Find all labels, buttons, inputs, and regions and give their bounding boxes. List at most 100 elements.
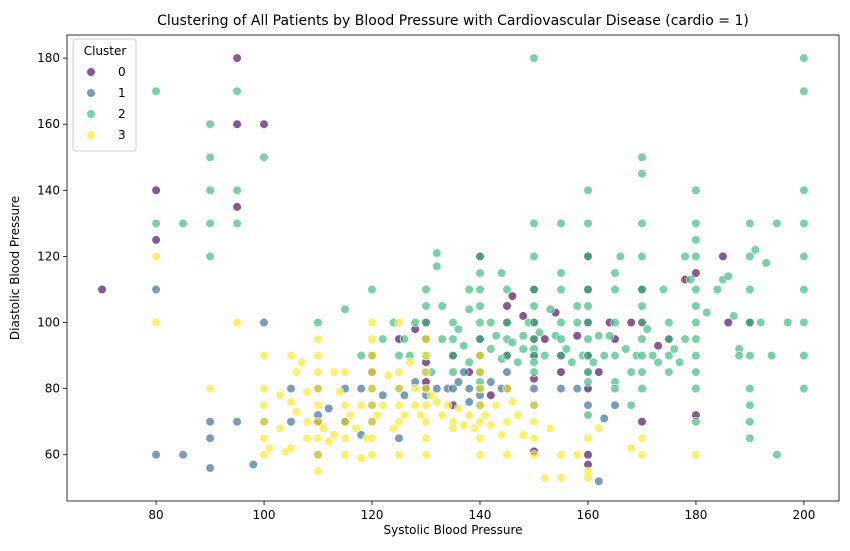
data-point-cluster-3 — [507, 397, 518, 407]
data-point-cluster-0 — [151, 235, 161, 245]
data-point-cluster-2 — [448, 317, 458, 328]
data-point-cluster-2 — [529, 334, 539, 344]
data-point-cluster-2 — [637, 218, 647, 228]
data-point-cluster-2 — [205, 218, 215, 228]
data-point-cluster-3 — [540, 473, 550, 483]
data-point-cluster-1 — [286, 384, 296, 394]
data-point-cluster-3 — [448, 423, 458, 433]
data-point-cluster-2 — [583, 251, 593, 261]
data-point-cluster-2 — [448, 367, 458, 377]
data-point-cluster-2 — [556, 334, 566, 344]
data-point-cluster-1 — [151, 284, 161, 295]
data-point-cluster-3 — [394, 384, 404, 394]
x-tick-label: 120 — [361, 508, 384, 522]
data-point-cluster-3 — [335, 387, 345, 397]
data-point-cluster-2 — [675, 357, 685, 367]
data-point-cluster-2 — [340, 304, 350, 314]
data-point-cluster-2 — [232, 218, 242, 228]
data-point-cluster-3 — [405, 357, 415, 367]
data-point-cluster-2 — [432, 261, 442, 271]
data-point-cluster-2 — [610, 317, 620, 328]
data-point-cluster-2 — [556, 317, 566, 328]
data-point-cluster-2 — [626, 400, 636, 410]
legend-marker-cluster-1 — [86, 88, 96, 98]
data-point-cluster-1 — [178, 450, 188, 460]
data-point-cluster-2 — [583, 218, 593, 228]
data-point-cluster-3 — [275, 390, 285, 400]
data-point-cluster-2 — [691, 384, 701, 394]
data-point-cluster-2 — [529, 218, 539, 228]
data-point-cluster-2 — [604, 331, 615, 341]
data-point-cluster-1 — [356, 384, 366, 394]
data-point-cluster-2 — [680, 334, 690, 344]
data-point-cluster-2 — [583, 317, 593, 328]
data-point-cluster-3 — [513, 410, 523, 420]
data-point-cluster-2 — [475, 334, 485, 344]
data-point-cluster-2 — [205, 119, 215, 129]
data-point-cluster-3 — [329, 367, 339, 377]
data-point-cluster-2 — [529, 251, 539, 261]
data-point-cluster-2 — [502, 317, 512, 328]
data-point-cluster-0 — [540, 334, 550, 344]
data-point-cluster-3 — [313, 334, 323, 344]
data-point-cluster-3 — [286, 351, 296, 361]
data-point-cluster-3 — [205, 384, 215, 394]
data-point-cluster-2 — [421, 301, 431, 311]
data-point-cluster-2 — [799, 351, 809, 361]
data-point-cluster-3 — [421, 417, 431, 427]
data-point-cluster-3 — [340, 450, 350, 460]
data-point-cluster-2 — [685, 275, 696, 285]
data-point-cluster-1 — [324, 403, 334, 414]
data-point-cluster-3 — [475, 384, 485, 394]
data-point-cluster-2 — [723, 271, 733, 281]
points-layer — [97, 53, 809, 486]
data-point-cluster-1 — [205, 463, 215, 473]
data-point-cluster-3 — [594, 423, 604, 433]
data-point-cluster-3 — [259, 433, 269, 443]
data-point-cluster-2 — [459, 341, 469, 351]
data-point-cluster-1 — [529, 384, 539, 394]
data-point-cluster-3 — [421, 334, 431, 344]
data-point-cluster-2 — [637, 251, 647, 261]
data-point-cluster-0 — [626, 317, 636, 328]
data-point-cluster-2 — [448, 334, 458, 344]
data-point-cluster-0 — [653, 341, 663, 351]
data-point-cluster-2 — [691, 301, 701, 311]
data-point-cluster-2 — [556, 268, 566, 278]
data-point-cluster-3 — [421, 450, 431, 460]
data-point-cluster-1 — [432, 384, 442, 394]
data-point-cluster-2 — [599, 351, 609, 361]
legend-label-cluster-2: 2 — [118, 107, 126, 121]
data-point-cluster-2 — [799, 384, 809, 394]
data-point-cluster-2 — [691, 334, 701, 344]
data-point-cluster-3 — [583, 433, 593, 443]
data-point-cluster-2 — [367, 284, 377, 295]
data-point-cluster-2 — [437, 334, 447, 344]
data-point-cluster-2 — [583, 367, 593, 377]
data-point-cluster-3 — [421, 433, 431, 443]
data-point-cluster-2 — [799, 185, 809, 195]
data-point-cluster-2 — [313, 317, 323, 328]
data-point-cluster-2 — [556, 284, 566, 295]
data-point-cluster-2 — [475, 251, 485, 261]
data-point-cluster-2 — [394, 351, 404, 361]
data-point-cluster-0 — [723, 317, 733, 328]
data-point-cluster-2 — [799, 251, 809, 261]
data-point-cluster-3 — [475, 417, 485, 427]
data-point-cluster-2 — [745, 400, 755, 410]
data-point-cluster-0 — [232, 53, 242, 63]
data-point-cluster-3 — [264, 443, 275, 453]
data-point-cluster-2 — [761, 258, 771, 268]
data-point-cluster-2 — [766, 351, 777, 361]
data-point-cluster-1 — [594, 476, 604, 486]
legend-marker-cluster-0 — [86, 67, 96, 77]
data-point-cluster-1 — [583, 400, 593, 410]
data-point-cluster-3 — [286, 397, 296, 407]
data-point-cluster-2 — [567, 357, 577, 367]
data-point-cluster-0 — [502, 301, 512, 311]
legend-entries: 0 1 2 3 — [86, 65, 126, 142]
data-point-cluster-3 — [340, 433, 350, 443]
data-point-cluster-0 — [718, 251, 728, 261]
